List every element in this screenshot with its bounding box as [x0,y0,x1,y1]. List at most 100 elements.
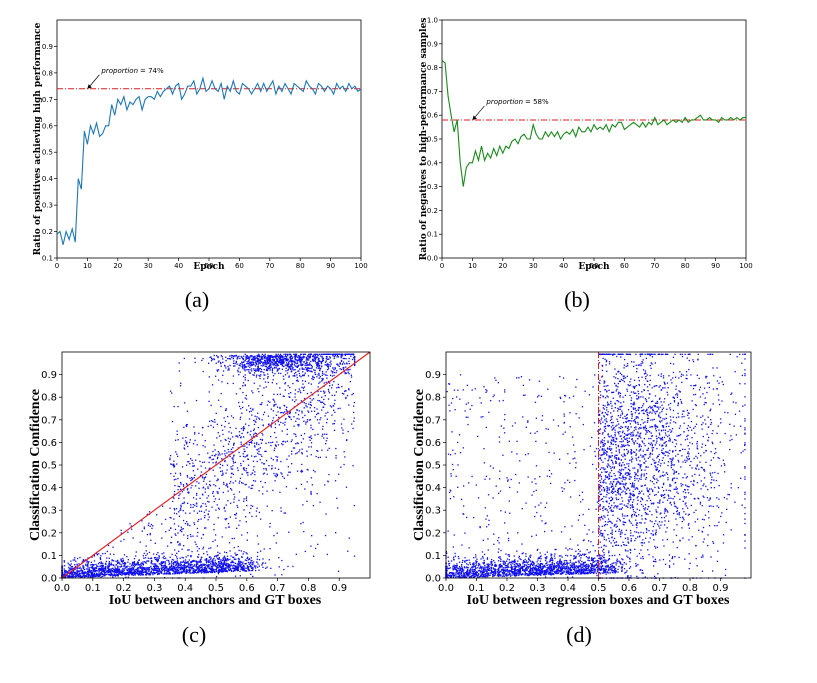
chart-c-point [251,487,253,489]
chart-c-point [153,570,155,572]
chart-c-point [313,369,315,371]
chart-c-point [164,571,166,573]
chart-c-point [296,470,299,472]
chart-c-point [266,363,268,366]
chart-c-point [335,447,337,450]
chart-c-point [217,451,219,453]
chart-c-point [100,561,102,563]
chart-d-point [553,570,555,572]
chart-c-point [204,571,207,573]
chart-c-point [340,466,342,468]
chart-c-point [64,570,66,572]
chart-c-point [220,440,222,442]
chart-c-point [217,478,219,480]
chart-c-point [233,365,235,367]
chart-c-point [316,408,318,410]
chart-c-point [316,363,318,365]
chart-c-point [169,516,171,519]
chart-c-point [197,563,199,565]
chart-c-point [131,566,133,568]
chart-c-point [323,353,325,355]
chart-c-point [87,562,89,564]
chart-c-point [111,572,113,575]
chart-d-point [681,381,683,384]
chart-c-point [201,569,203,571]
chart-c-point [296,360,298,362]
chart-c-point [269,355,271,357]
chart-c-point [324,484,326,486]
chart-c-point [323,437,325,439]
chart-c-point [265,386,267,388]
chart-c-point [87,566,89,568]
chart-c-point [225,570,227,573]
chart-c-point [353,353,355,355]
chart-c-point [260,442,263,444]
chart-c-point [251,567,253,570]
chart-c-point [296,374,298,376]
chart-c-point [284,441,287,443]
chart-c-point [185,482,188,485]
chart-c-point [237,436,239,438]
chart-c-point [216,370,219,372]
chart-c-point [285,355,288,358]
chart-c-point [258,368,260,370]
chart-d-point [610,532,612,535]
chart-d-point [633,361,635,363]
chart-c-point [216,545,219,547]
chart-c-point [102,571,104,573]
chart-d-point [490,569,492,571]
chart-c-point [192,535,194,537]
chart-c-point [238,405,241,408]
chart-c-point [240,464,242,467]
chart-d-point [718,521,720,523]
chart-d-point [599,558,601,560]
chart-d-point [716,432,718,434]
chart-c-point [304,414,306,417]
chart-c-point [248,360,250,362]
chart-d-point [638,509,641,511]
chart-c-point [92,565,94,567]
chart-c-point [298,372,301,375]
chart-d-point [617,415,619,417]
chart-c-point [201,556,203,559]
chart-c-point [105,571,107,573]
chart-c-point [212,570,214,572]
chart-c-point [195,564,197,566]
chart-c-point [174,528,177,531]
chart-c-point [200,563,202,565]
chart-c-point [178,486,181,488]
chart-d-point [675,486,677,488]
chart-c-point [248,371,250,373]
chart-c-point [263,463,265,465]
chart-c-point [70,560,72,562]
chart-a-plot-frame [56,19,362,259]
chart-c-point [272,379,274,381]
chart-c-point [350,374,352,376]
chart-c-point [200,565,202,567]
chart-c-point [232,567,234,569]
chart-c-point [83,571,86,574]
chart-c-point [220,354,222,357]
chart-c-point [260,480,262,483]
chart-c-point [236,553,239,556]
chart-c-point [251,562,254,564]
chart-c-point [252,505,254,507]
chart-c-point [103,575,105,577]
chart-c-point [335,455,337,457]
chart-c-point [133,572,135,575]
chart-c-point [146,571,148,573]
chart-c-point [260,364,262,367]
chart-c-point [101,567,103,569]
chart-c-point [180,567,183,569]
chart-c-point [239,477,242,479]
chart-c-point [309,356,311,359]
chart-c-point [126,556,128,558]
chart-d-point [459,569,462,572]
chart-d-point [688,486,690,488]
chart-c-point [262,358,264,360]
chart-c-point [90,575,92,577]
chart-d-point [578,555,581,557]
chart-c-point [278,557,280,559]
chart-c-point [205,564,207,566]
chart-c-point [295,412,297,414]
